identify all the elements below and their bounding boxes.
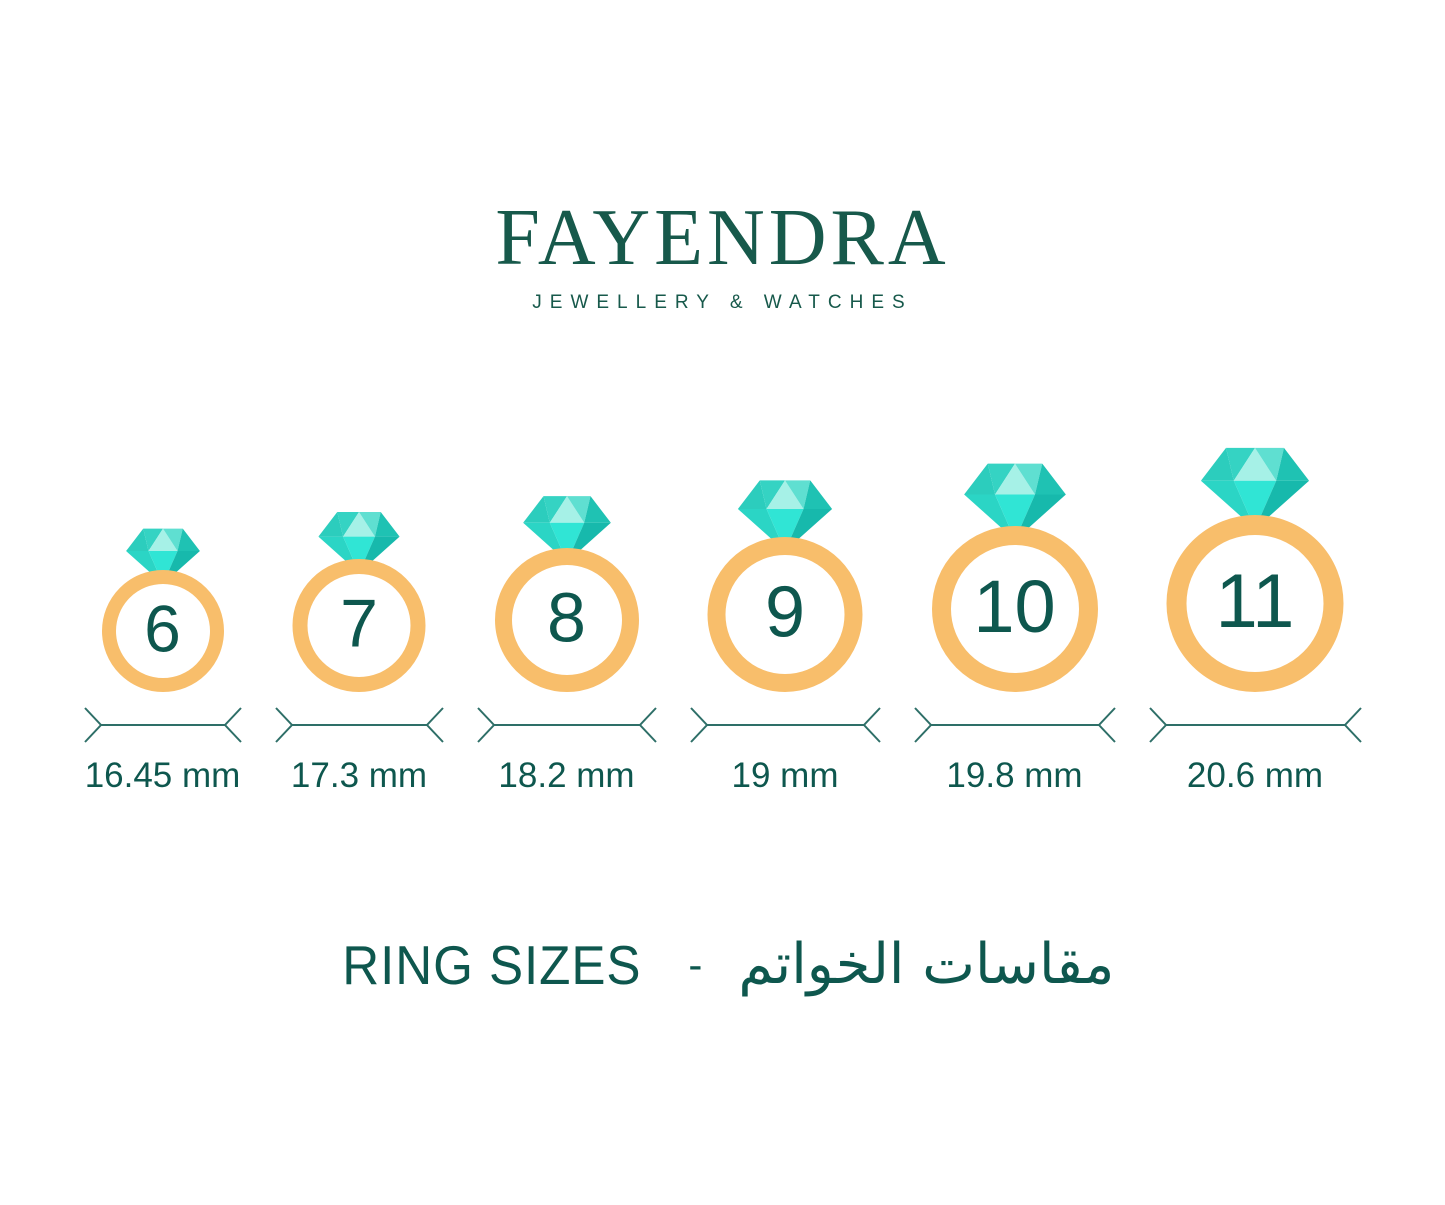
ring-size-item-6: 6 16.45 mm [80, 442, 246, 796]
ring-band [101, 570, 224, 692]
brand-logo: FAYENDRA JEWELLERY & WATCHES [0, 0, 1445, 314]
diameter-arrow-icon [271, 704, 448, 746]
diameter-arrow-icon [1145, 704, 1366, 746]
ring-diameter-label: 17.3 mm [290, 756, 428, 795]
ring-diameter-label: 20.6 mm [1186, 756, 1324, 795]
ring-band [494, 548, 639, 692]
brand-name: FAYENDRA [495, 194, 950, 282]
ring-illustration: 10 [910, 442, 1120, 692]
ring-size-item-10: 10 19.8 mm [910, 442, 1120, 796]
chart-title-latin: RING SIZES [341, 933, 642, 996]
ring-illustration: 11 [1145, 442, 1366, 692]
chart-title-separator: - [688, 940, 703, 988]
ring-size-number: 11 [1215, 558, 1295, 644]
diamond-icon [316, 509, 403, 573]
ring-diameter-label: 19 mm [731, 756, 839, 795]
ring-size-item-11: 11 20.6 mm [1145, 442, 1366, 796]
ring-illustration: 7 [271, 442, 448, 692]
ring-diameter-label: 18.2 mm [498, 756, 635, 795]
ring-illustration: 6 [80, 442, 246, 692]
diameter-arrow-icon [910, 704, 1120, 746]
ring-illustration: 8 [473, 442, 661, 692]
diamond-icon [520, 493, 614, 562]
ring-size-number: 7 [340, 585, 378, 662]
rings-row: 6 16.45 mm 7 17.3 mm 8 18.2 mm 9 19 mm [0, 442, 1445, 796]
ring-size-number: 9 [764, 572, 806, 653]
ring-diameter-label: 19.8 mm [946, 756, 1083, 795]
ring-size-item-7: 7 17.3 mm [271, 442, 448, 796]
diameter-arrow-icon [686, 704, 885, 746]
ring-band [707, 537, 863, 692]
ring-band [1166, 515, 1344, 692]
ring-size-number: 6 [144, 591, 181, 666]
ring-size-item-8: 8 18.2 mm [473, 442, 661, 796]
chart-title-arabic: مقاسات الخواتم [738, 932, 1115, 997]
ring-size-number: 8 [547, 578, 586, 657]
ring-size-number: 10 [973, 564, 1056, 648]
diameter-arrow-icon [80, 704, 246, 746]
ring-band [292, 559, 426, 692]
brand-tagline: JEWELLERY & WATCHES [532, 292, 913, 313]
ring-diameter-label: 16.45 mm [84, 756, 241, 795]
ring-band [931, 526, 1098, 692]
ring-size-item-9: 9 19 mm [686, 442, 885, 796]
diamond-icon [123, 526, 203, 584]
ring-illustration: 9 [686, 442, 885, 692]
chart-title: RING SIZES - مقاسات الخواتم [0, 932, 1445, 997]
diameter-arrow-icon [473, 704, 661, 746]
